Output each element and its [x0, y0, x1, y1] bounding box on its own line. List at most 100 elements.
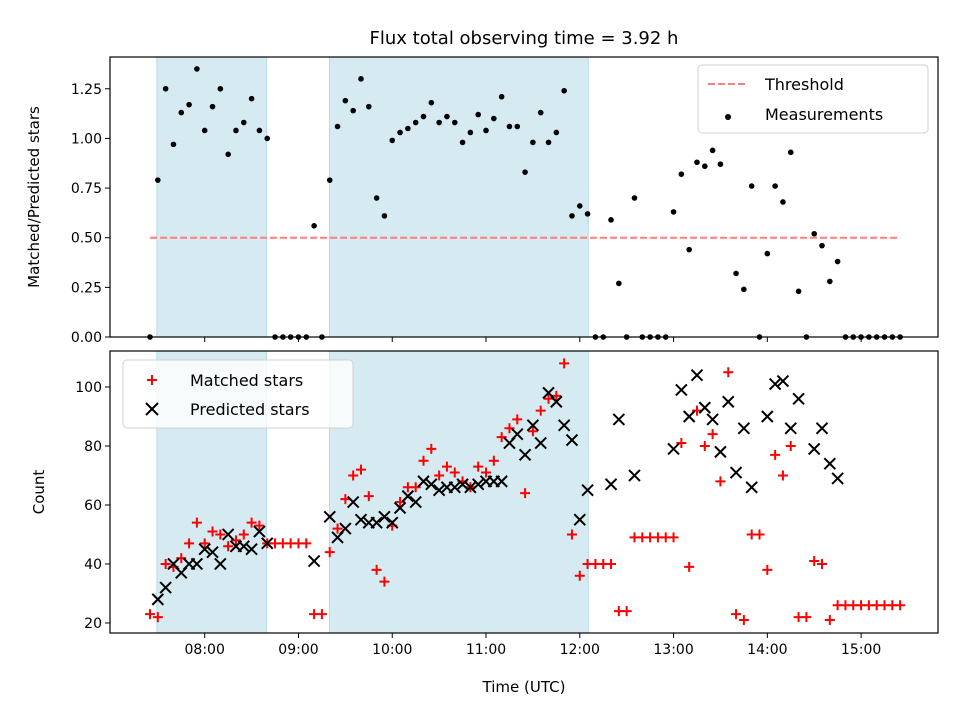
x-axis-label: Time (UTC) — [482, 678, 566, 696]
matched-point — [481, 467, 492, 478]
top-legend: Threshold Measurements — [697, 64, 929, 134]
measurement-point — [217, 85, 224, 92]
observing-span — [328, 56, 589, 338]
legend-matched-label: Matched stars — [190, 371, 303, 390]
measurement-point — [608, 217, 614, 223]
matched-point — [379, 576, 390, 587]
predicted-point — [768, 377, 782, 391]
predicted-point — [737, 422, 751, 435]
matched-point — [691, 405, 702, 416]
measurement-point — [498, 93, 505, 100]
predicted-point — [667, 442, 680, 456]
matched-point — [223, 541, 234, 552]
legend-predicted-label: Predicted stars — [190, 400, 310, 419]
predicted-point — [448, 481, 461, 494]
predicted-point — [471, 478, 485, 491]
y-tick-label: 0.00 — [71, 330, 102, 346]
matched-point — [817, 558, 828, 569]
x-tick-label: 14:00 — [747, 642, 787, 658]
legend-matched-swatch — [147, 375, 157, 385]
predicted-point — [456, 478, 469, 491]
matched-point — [504, 423, 515, 434]
matched-point — [699, 440, 710, 451]
predicted-point — [261, 537, 274, 550]
predicted-point — [612, 413, 626, 426]
measurement-point — [225, 151, 231, 158]
predicted-point — [714, 445, 727, 459]
measurement-point — [819, 242, 825, 249]
x-tick-label: 11:00 — [466, 642, 506, 658]
predicted-point — [557, 419, 571, 432]
matched-point — [363, 491, 374, 502]
measurement-point — [764, 250, 771, 257]
matched-point — [473, 461, 484, 472]
matched-point — [606, 558, 617, 569]
measurement-point — [686, 246, 692, 253]
predicted-point — [682, 410, 696, 423]
predicted-point — [792, 392, 805, 405]
measurement-point — [162, 85, 169, 92]
measurement-point — [537, 109, 544, 116]
matched-point — [426, 443, 437, 454]
predicted-point — [370, 516, 383, 529]
matched-point — [754, 529, 765, 540]
x-tick-label: 10:00 — [372, 642, 412, 658]
predicted-point — [831, 472, 844, 485]
matched-point — [238, 529, 249, 540]
measurement-point — [491, 115, 497, 122]
matched-point — [895, 600, 906, 611]
matched-point — [410, 482, 421, 493]
predicted-point — [745, 481, 758, 494]
legend-measurements-label: Measurements — [765, 105, 883, 124]
predicted-point — [386, 516, 399, 529]
predicted-point — [729, 466, 743, 479]
measurement-point — [264, 135, 271, 142]
matched-point — [707, 429, 718, 440]
measurement-point — [194, 66, 200, 72]
measurement-point — [311, 222, 317, 229]
matched-point — [551, 390, 562, 401]
y-tick-label: 1.00 — [71, 131, 102, 147]
measurement-point — [733, 270, 739, 277]
predicted-point — [253, 525, 266, 538]
measurement-point — [248, 95, 255, 102]
measurement-point — [420, 113, 427, 120]
matched-point — [207, 526, 218, 537]
measurement-point — [186, 101, 192, 108]
matched-point — [738, 615, 749, 626]
predicted-point — [495, 475, 508, 488]
measurement-point — [475, 111, 481, 118]
measurement-point — [631, 195, 638, 201]
predicted-point — [417, 475, 430, 488]
measurement-point — [780, 199, 786, 205]
measurement-point — [342, 97, 349, 104]
matched-point — [668, 532, 679, 543]
predicted-point — [698, 401, 712, 414]
measurement-point — [397, 129, 403, 136]
predicted-point — [190, 557, 204, 571]
y-tick-label: 0.75 — [71, 181, 102, 197]
matched-point — [340, 494, 351, 505]
measurement-point — [827, 278, 833, 285]
y-tick-label: 0.25 — [71, 280, 102, 296]
measurement-point — [748, 183, 755, 189]
matched-point — [230, 535, 241, 546]
matched-point — [301, 538, 312, 549]
measurement-point — [256, 127, 263, 134]
measurement-point — [334, 123, 341, 130]
measurement-point — [834, 258, 841, 265]
matched-point — [316, 609, 327, 620]
measurement-point — [616, 280, 622, 287]
measurement-point — [444, 113, 450, 120]
measurement-point — [561, 87, 567, 94]
measurement-point — [233, 127, 239, 134]
y-tick-label: 0.50 — [71, 231, 102, 247]
measurement-point — [584, 211, 591, 217]
matched-point — [574, 570, 585, 581]
predicted-point — [675, 383, 688, 397]
predicted-point — [206, 545, 219, 559]
matched-point — [809, 556, 820, 567]
matched-point — [246, 517, 257, 528]
chart-title: Flux total observing time = 3.92 h — [370, 28, 679, 49]
measurement-point — [459, 139, 466, 146]
